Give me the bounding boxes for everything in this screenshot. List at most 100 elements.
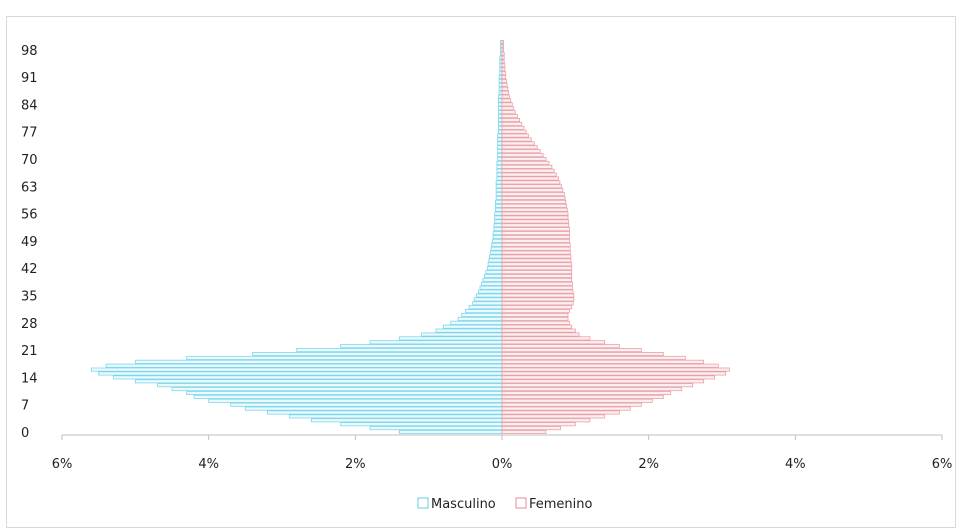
bar-femenino-age-74 — [501, 141, 535, 146]
femenino-bars — [501, 40, 730, 434]
y-tick-label: 49 — [21, 235, 38, 250]
bar-masculino-age-68 — [496, 164, 503, 169]
bar-masculino-age-31 — [464, 309, 503, 314]
legend-label-masculino: Masculino — [431, 497, 496, 512]
bar-masculino-age-64 — [495, 180, 503, 185]
legend-swatch-masculino — [417, 497, 429, 509]
bar-femenino-age-4 — [501, 414, 606, 419]
bar-masculino-age-32 — [468, 305, 503, 310]
y-axis-ticks: 0 7 14 21 28 35 42 49 56 63 70 77 84 91 98 — [21, 44, 38, 441]
bar-masculino-age-27 — [442, 324, 503, 329]
bar-masculino-age-43 — [487, 262, 503, 267]
bar-femenino-age-59 — [501, 199, 567, 204]
bar-femenino-age-40 — [501, 273, 573, 278]
bar-masculino-age-41 — [485, 270, 503, 275]
y-tick-label: 7 — [21, 399, 29, 414]
bar-femenino-age-9 — [501, 394, 664, 399]
bar-femenino-age-63 — [501, 184, 562, 189]
y-tick-label: 77 — [21, 126, 38, 141]
bar-femenino-age-25 — [501, 332, 580, 337]
bar-masculino-age-48 — [491, 242, 503, 247]
bar-femenino-age-3 — [501, 418, 591, 423]
bar-masculino-age-21 — [296, 348, 503, 353]
bar-masculino-age-13 — [134, 379, 503, 384]
y-tick-label: 0 — [21, 426, 29, 441]
bar-femenino-age-22 — [501, 344, 620, 349]
bar-masculino-age-87 — [498, 90, 503, 95]
bar-femenino-age-65 — [501, 176, 559, 181]
bar-masculino-age-86 — [497, 94, 503, 99]
bar-masculino-age-14 — [112, 375, 503, 380]
bar-masculino-age-16 — [90, 367, 503, 372]
bar-masculino-age-8 — [208, 398, 503, 403]
bar-femenino-age-26 — [501, 328, 576, 333]
y-tick-label: 42 — [21, 262, 38, 277]
legend-label-femenino: Femenino — [529, 497, 593, 512]
bar-masculino-age-37 — [479, 285, 503, 290]
bar-femenino-age-100 — [501, 40, 504, 45]
bar-femenino-age-17 — [501, 363, 719, 368]
bar-masculino-age-15 — [98, 371, 503, 376]
bar-femenino-age-39 — [501, 277, 573, 282]
bar-femenino-age-71 — [501, 153, 544, 158]
bar-masculino-age-24 — [398, 336, 503, 341]
bar-femenino-age-18 — [501, 359, 705, 364]
y-tick-label: 21 — [21, 344, 38, 359]
bar-masculino-age-35 — [475, 293, 503, 298]
bar-femenino-age-10 — [501, 390, 672, 395]
bar-masculino-age-45 — [489, 254, 503, 259]
masculino-bars — [90, 40, 503, 434]
bar-femenino-age-8 — [501, 398, 653, 403]
y-tick-label: 70 — [21, 153, 38, 168]
x-tick-label: 0% — [492, 457, 513, 472]
bar-masculino-age-56 — [494, 211, 503, 216]
bar-femenino-age-47 — [501, 246, 571, 251]
bar-femenino-age-13 — [501, 379, 705, 384]
bar-femenino-age-15 — [501, 371, 727, 376]
bar-masculino-age-29 — [457, 316, 503, 321]
bar-masculino-age-80 — [497, 118, 503, 123]
bar-femenino-age-75 — [501, 137, 532, 142]
bar-femenino-age-46 — [501, 250, 571, 255]
bar-masculino-age-72 — [497, 149, 503, 154]
bar-masculino-age-79 — [497, 121, 503, 126]
bar-femenino-age-87 — [501, 90, 509, 95]
bar-femenino-age-24 — [501, 336, 591, 341]
bar-femenino-age-48 — [501, 242, 571, 247]
bar-masculino-age-54 — [494, 219, 503, 224]
bar-masculino-age-4 — [288, 414, 503, 419]
bar-masculino-age-28 — [450, 320, 503, 325]
bar-femenino-age-11 — [501, 387, 683, 392]
bar-masculino-age-9 — [193, 394, 503, 399]
bar-femenino-age-86 — [501, 94, 510, 99]
bar-femenino-age-70 — [501, 156, 547, 161]
bar-femenino-age-64 — [501, 180, 561, 185]
bar-femenino-age-21 — [501, 348, 642, 353]
bar-masculino-age-88 — [498, 86, 503, 91]
bar-masculino-age-46 — [489, 250, 503, 255]
bar-femenino-age-56 — [501, 211, 569, 216]
bar-femenino-age-37 — [501, 285, 573, 290]
bar-femenino-age-89 — [501, 82, 508, 87]
bar-femenino-age-30 — [501, 312, 569, 317]
bar-femenino-age-16 — [501, 367, 730, 372]
bar-femenino-age-58 — [501, 203, 567, 208]
bar-femenino-age-73 — [501, 145, 538, 150]
bar-femenino-age-97 — [501, 51, 505, 56]
y-tick-label: 63 — [21, 180, 38, 195]
bar-masculino-age-20 — [252, 351, 503, 356]
bar-masculino-age-5 — [266, 410, 503, 415]
bar-femenino-age-7 — [501, 402, 642, 407]
bar-masculino-age-53 — [493, 223, 503, 228]
bar-femenino-age-29 — [501, 316, 569, 321]
bar-masculino-age-6 — [244, 406, 503, 411]
bar-femenino-age-41 — [501, 270, 573, 275]
bar-femenino-age-32 — [501, 305, 573, 310]
chart-frame — [6, 16, 956, 528]
bar-femenino-age-79 — [501, 121, 523, 126]
bar-masculino-age-10 — [186, 390, 503, 395]
bar-femenino-age-83 — [501, 106, 515, 111]
bar-femenino-age-94 — [501, 63, 506, 68]
bar-masculino-age-71 — [497, 153, 503, 158]
